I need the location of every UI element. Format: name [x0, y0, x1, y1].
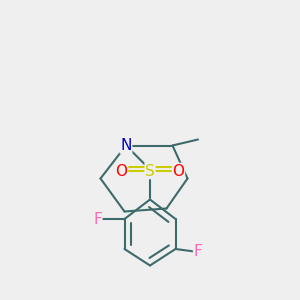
Text: F: F: [194, 244, 202, 260]
Text: N: N: [120, 138, 132, 153]
Text: S: S: [145, 164, 155, 178]
Text: O: O: [172, 164, 184, 178]
Text: O: O: [116, 164, 128, 178]
Text: F: F: [93, 212, 102, 226]
